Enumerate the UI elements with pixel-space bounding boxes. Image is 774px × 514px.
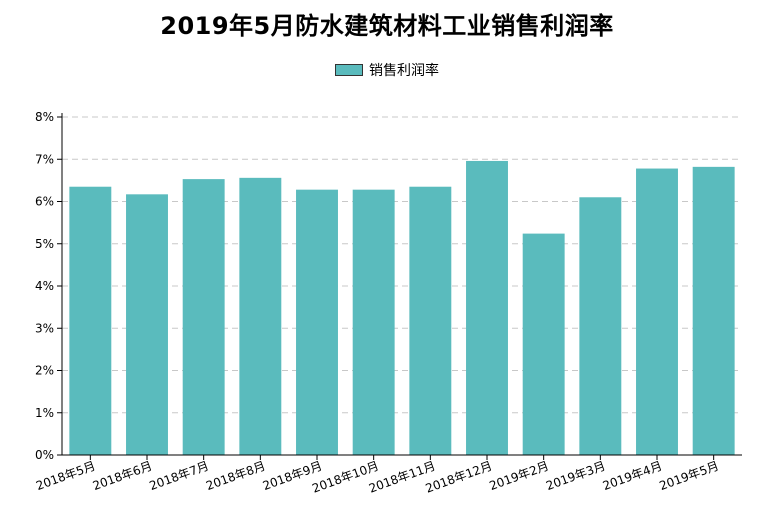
bar [126,194,168,455]
bar [692,166,735,456]
x-tick-label: 2019年5月 [657,459,720,493]
x-tick-label: 2018年8月 [204,459,267,493]
y-tick-label: 3% [35,321,54,335]
x-tick-label: 2018年5月 [34,459,97,493]
bar [409,186,452,455]
bar [352,189,395,456]
x-tick-label: 2018年6月 [91,459,154,493]
x-tick-label: 2019年2月 [487,459,550,493]
bar [239,177,282,455]
bar [522,233,565,455]
x-tick-label: 2019年4月 [601,459,664,493]
y-tick-label: 4% [35,279,54,293]
y-tick-label: 1% [35,406,54,420]
bar [579,197,622,455]
y-tick-label: 7% [35,152,54,166]
bar [182,179,225,456]
y-tick-label: 2% [35,364,54,378]
y-tick-label: 8% [35,110,54,124]
legend-label: 销售利润率 [369,63,439,79]
y-tick-label: 6% [35,195,54,209]
y-tick-label: 0% [35,448,54,462]
x-tick-label: 2018年7月 [147,459,210,493]
bar [636,168,678,456]
bar [466,160,508,455]
bar [69,186,112,455]
legend: 销售利润率 [0,60,774,80]
bar [296,189,338,456]
legend-swatch [335,64,363,76]
x-tick-label: 2019年3月 [544,459,607,493]
y-tick-label: 5% [35,237,54,251]
chart-title: 2019年5月防水建筑材料工业销售利润率 [160,12,614,40]
